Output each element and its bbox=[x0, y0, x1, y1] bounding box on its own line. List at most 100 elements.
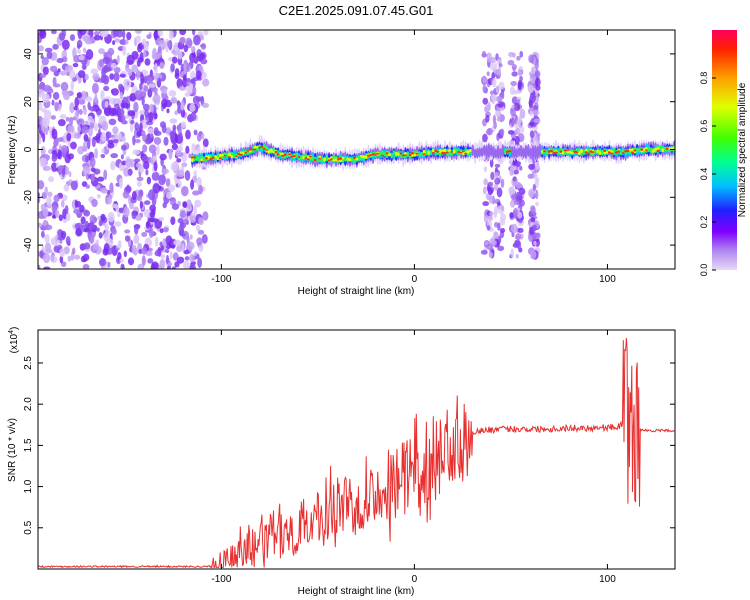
noise-blob bbox=[182, 201, 188, 209]
ridge-blob bbox=[364, 155, 368, 160]
noise-blob bbox=[82, 47, 87, 53]
noise-blob bbox=[130, 119, 135, 125]
noise-blob bbox=[148, 83, 157, 88]
ridge-blob bbox=[279, 152, 282, 156]
noise-blob bbox=[168, 30, 174, 40]
ridge-blob bbox=[656, 147, 660, 151]
noise-blob bbox=[146, 176, 152, 185]
ridge-blob bbox=[350, 157, 354, 162]
ridge-blob bbox=[253, 145, 257, 149]
noise-blob bbox=[156, 144, 160, 156]
ridge-blob bbox=[197, 157, 201, 163]
noise-blob bbox=[486, 243, 494, 251]
noise-blob bbox=[71, 247, 76, 255]
ridge-blob bbox=[663, 146, 667, 152]
noise-blob bbox=[200, 132, 205, 140]
noise-blob bbox=[100, 74, 107, 83]
noise-blob bbox=[170, 216, 176, 226]
ridge-blob bbox=[371, 153, 375, 156]
ridge-blob bbox=[193, 156, 197, 159]
noise-blob bbox=[98, 48, 105, 55]
ridge-blob bbox=[457, 150, 461, 157]
noise-blob bbox=[167, 261, 173, 266]
noise-blob bbox=[500, 205, 505, 212]
noise-blob bbox=[116, 55, 120, 64]
ridge-blob bbox=[621, 152, 625, 154]
noise-blob bbox=[74, 111, 79, 120]
noise-blob bbox=[57, 68, 61, 73]
noise-blob bbox=[189, 253, 195, 263]
noise-blob bbox=[137, 263, 145, 269]
noise-blob bbox=[152, 155, 157, 162]
noise-blob bbox=[51, 128, 58, 140]
noise-blob bbox=[69, 69, 76, 80]
noise-blob bbox=[43, 266, 51, 269]
snr-series-line bbox=[38, 337, 675, 569]
noise-blob bbox=[44, 234, 50, 244]
ridge-blob bbox=[281, 152, 285, 156]
ridge-blob bbox=[557, 150, 560, 156]
noise-blob bbox=[499, 128, 505, 136]
ridge-blob bbox=[404, 154, 407, 156]
noise-blob bbox=[494, 171, 499, 178]
noise-blob bbox=[499, 228, 506, 233]
noise-blob bbox=[72, 77, 76, 82]
noise-blob bbox=[531, 224, 537, 232]
noise-blob bbox=[174, 68, 180, 77]
noise-blob bbox=[51, 204, 58, 212]
noise-blob bbox=[91, 82, 99, 94]
noise-blob bbox=[202, 211, 209, 221]
ridge-blob bbox=[552, 152, 556, 155]
ridge-blob bbox=[526, 143, 530, 158]
noise-blob bbox=[513, 169, 519, 175]
noise-blob bbox=[39, 157, 48, 168]
ridge-blob bbox=[517, 147, 521, 157]
noise-blob bbox=[136, 180, 142, 187]
noise-blob bbox=[511, 193, 517, 199]
noise-blob bbox=[153, 127, 159, 136]
noise-blob bbox=[113, 103, 120, 109]
ridge-blob bbox=[244, 151, 248, 154]
noise-blob bbox=[513, 102, 521, 112]
noise-blob bbox=[53, 194, 60, 203]
noise-blob bbox=[40, 230, 45, 238]
noise-blob bbox=[531, 66, 535, 73]
noise-blob bbox=[186, 241, 195, 251]
ridge-blob bbox=[420, 152, 424, 157]
noise-blob bbox=[197, 257, 203, 269]
noise-blob bbox=[84, 227, 90, 233]
noise-blob bbox=[153, 112, 158, 120]
noise-blob bbox=[90, 173, 96, 182]
noise-blob bbox=[166, 191, 173, 200]
noise-blob bbox=[82, 141, 88, 152]
noise-blob bbox=[500, 178, 505, 188]
noise-blob bbox=[100, 213, 106, 222]
noise-blob bbox=[144, 58, 151, 66]
ridge-blob bbox=[411, 154, 414, 157]
noise-blob bbox=[116, 243, 122, 249]
noise-blob bbox=[106, 196, 112, 205]
noise-blob bbox=[110, 160, 116, 171]
noise-blob bbox=[114, 221, 122, 227]
noise-blob bbox=[46, 195, 52, 206]
ridge-blob bbox=[411, 152, 414, 155]
ridge-blob bbox=[353, 157, 356, 164]
noise-blob bbox=[74, 222, 83, 230]
noise-blob bbox=[483, 178, 488, 186]
noise-blob bbox=[189, 234, 193, 240]
colorbar-tick-label: 0.2 bbox=[699, 216, 709, 229]
noise-blob bbox=[124, 235, 130, 242]
noise-blob bbox=[85, 184, 91, 189]
noise-blob bbox=[46, 51, 53, 60]
noise-blob bbox=[176, 256, 185, 264]
noise-blob bbox=[57, 149, 63, 160]
noise-blob bbox=[78, 30, 87, 36]
noise-blob bbox=[134, 139, 141, 144]
ridge-blob bbox=[383, 152, 387, 157]
ridge-blob bbox=[415, 152, 419, 155]
noise-blob bbox=[104, 66, 112, 72]
noise-blob bbox=[201, 102, 210, 108]
ridge-blob bbox=[283, 153, 287, 156]
ridge-blob bbox=[645, 149, 648, 151]
ridge-blob bbox=[450, 151, 454, 153]
